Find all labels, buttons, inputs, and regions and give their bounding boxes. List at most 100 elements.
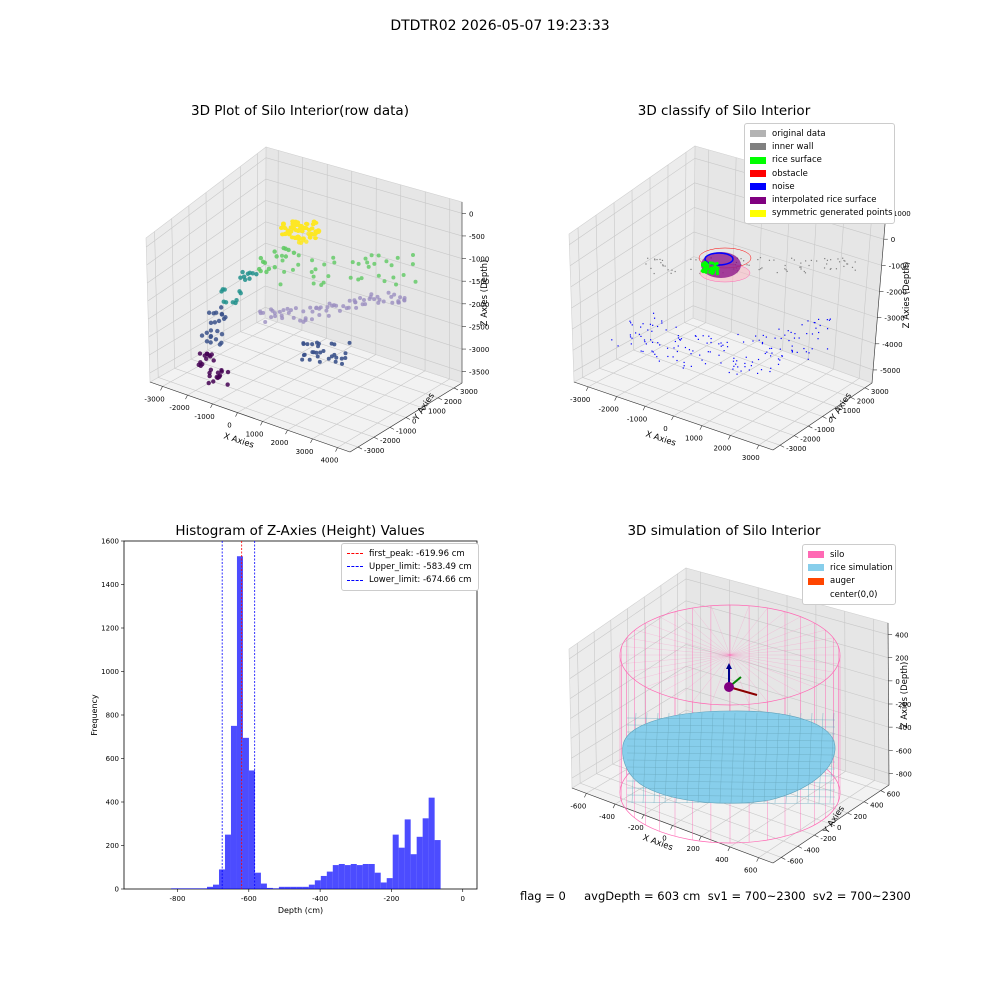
- p3-bar: [236, 556, 243, 889]
- p2-noise-point: [780, 337, 782, 340]
- p2-noise-point: [766, 351, 768, 353]
- p2-ytick-label: 0: [829, 417, 833, 425]
- p4-ytick: [880, 790, 885, 793]
- p1-point: [358, 295, 363, 300]
- p1-x-axis-line: [149, 381, 351, 453]
- p4-silo-wire: [729, 654, 839, 664]
- p1-zgrid: [149, 285, 463, 356]
- p2-noise-point: [631, 337, 633, 339]
- p1-point: [308, 305, 313, 310]
- p1-point: [365, 260, 370, 265]
- p2-legend-entry: obstacle: [750, 167, 889, 180]
- p1-point: [410, 253, 415, 258]
- p2-legend-label: interpolated rice surface: [772, 195, 877, 206]
- p2-wall-point: [654, 258, 656, 260]
- p1-point: [204, 330, 210, 335]
- p2-ytick-label: -1000: [814, 426, 834, 434]
- p2-noise-point: [791, 345, 793, 347]
- p3-xtick-label: -400: [312, 895, 328, 903]
- p2-wall-point: [847, 263, 849, 265]
- p1-xtick: [160, 386, 163, 391]
- p2-wall-point: [674, 270, 676, 273]
- p1-point: [298, 318, 303, 323]
- p2-wall-point: [653, 272, 655, 275]
- p2-xtick-label: 2000: [713, 444, 731, 452]
- p4-x-axis-line: [571, 787, 774, 864]
- p2-xtick: [699, 425, 703, 430]
- p2-noise-point: [640, 335, 642, 338]
- p2-legend-entry: original data: [750, 127, 889, 140]
- p2-xtick-label: -3000: [570, 396, 590, 404]
- p2-ygrid: [631, 189, 823, 417]
- p1-point: [372, 261, 377, 266]
- p4-ytick: [797, 846, 802, 849]
- p1-point: [258, 311, 263, 316]
- p2-rice-point: [709, 267, 713, 271]
- p1-ytick-label: 1000: [428, 408, 446, 416]
- p2-legend-entry: symmetric generated points: [750, 207, 893, 220]
- p4-ztick-label: -800: [896, 770, 912, 778]
- p1-point: [334, 355, 339, 360]
- p3-bar: [171, 888, 178, 889]
- p2-noise-point: [744, 362, 746, 365]
- p3-bar: [428, 797, 435, 889]
- p1-point: [279, 313, 284, 318]
- p1-point: [263, 320, 268, 325]
- p3-bar: [392, 834, 399, 889]
- p2-xgrid: [730, 188, 847, 436]
- p1-point: [208, 320, 214, 326]
- p1-point: [310, 232, 316, 237]
- p4-legend-label: rice simulation: [830, 562, 893, 573]
- p2-noise-point: [652, 351, 654, 353]
- p1-ytick: [421, 407, 427, 410]
- p3-bar: [404, 819, 411, 889]
- p1-point: [321, 349, 326, 354]
- p3-bar: [278, 886, 285, 889]
- p4-ztick-label: -600: [896, 747, 912, 755]
- p3-bar: [344, 865, 351, 889]
- p2-noise-point: [732, 368, 734, 370]
- p2-wall-point: [768, 259, 771, 261]
- p3-bar: [284, 886, 291, 889]
- p2-noise-point: [733, 357, 735, 359]
- p2-wall-point: [846, 263, 848, 265]
- p1-ytick: [389, 427, 395, 430]
- p2-noise-point: [679, 338, 681, 341]
- p3-bar: [380, 882, 387, 889]
- p2-noise-point: [683, 365, 685, 367]
- p2-wall-point: [690, 258, 692, 261]
- p4-ygrid: [593, 631, 798, 847]
- p1-point: [212, 320, 218, 325]
- p1-point: [199, 333, 205, 338]
- p2-rice-point: [715, 265, 719, 270]
- p1-ygrid: [205, 192, 407, 418]
- p3-bar: [230, 725, 237, 889]
- panel2-legend: original data inner wall rice surface obsta…: [744, 123, 895, 225]
- p2-rice-point: [704, 270, 708, 274]
- p4-rice-mesh: [730, 712, 736, 804]
- p2-wall-point: [804, 272, 807, 274]
- p1-point: [311, 274, 316, 279]
- p1-point: [310, 350, 315, 355]
- p2-noise-point: [651, 330, 653, 332]
- p1-point: [211, 379, 216, 384]
- p1-point: [281, 221, 286, 226]
- p2-noise-point: [790, 331, 792, 334]
- p2-noise-point: [826, 328, 829, 330]
- p2-noise-point: [758, 339, 760, 341]
- p4-rice-mesh: [642, 712, 648, 804]
- p4-legend-swatch: [808, 551, 824, 559]
- p1-point: [353, 300, 358, 305]
- p2-noise-point: [629, 320, 631, 322]
- p1-point: [398, 295, 403, 300]
- p2-noise-point: [656, 325, 659, 328]
- p2-noise-point: [631, 324, 633, 326]
- p1-point: [196, 362, 201, 368]
- p4-ztick-label: 0: [895, 678, 899, 686]
- p2-wall-point: [805, 260, 807, 262]
- p1-point: [359, 276, 364, 281]
- p2-legend-swatch: [750, 170, 766, 178]
- p2-wall-point: [799, 266, 801, 268]
- p3-xtick-label: -600: [241, 895, 257, 903]
- p3-bar: [183, 888, 190, 889]
